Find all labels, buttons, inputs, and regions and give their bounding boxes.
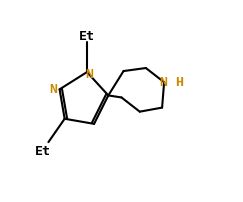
Text: N H: N H (160, 75, 184, 88)
Text: N: N (86, 68, 93, 81)
Text: N: N (49, 82, 57, 95)
Text: Et: Et (35, 144, 51, 157)
Text: Et: Et (79, 30, 95, 43)
